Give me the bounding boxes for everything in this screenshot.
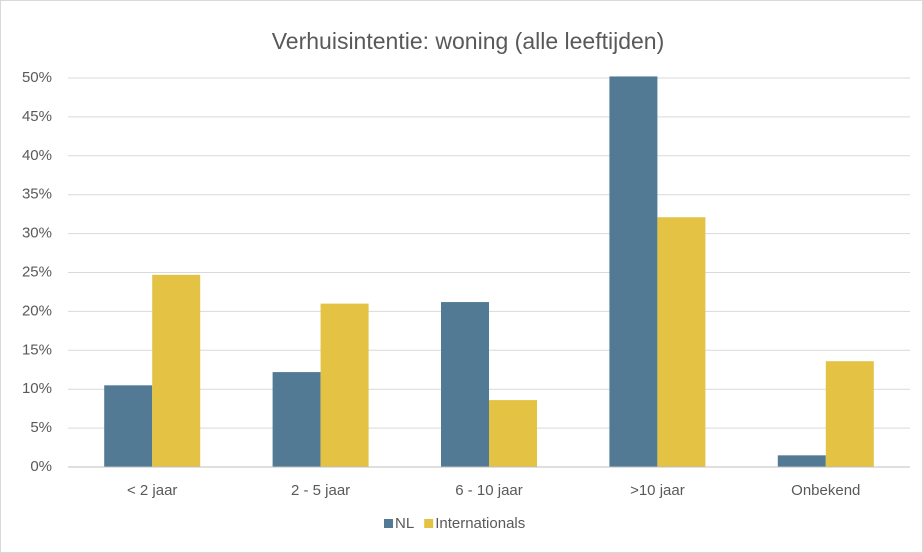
y-tick-label: 15% (22, 341, 52, 358)
legend-swatch (424, 519, 434, 528)
y-tick-label: 0% (30, 458, 52, 475)
bar (152, 274, 201, 467)
y-tick-label: 5% (30, 419, 52, 436)
legend-label: NL (395, 515, 414, 532)
y-tick-label: 20% (22, 302, 52, 319)
bar (825, 361, 874, 467)
y-tick-label: 30% (22, 225, 52, 242)
x-tick-label: >10 jaar (630, 482, 685, 499)
y-tick-label: 35% (22, 186, 52, 203)
bar (320, 303, 369, 467)
x-tick-label: 6 - 10 jaar (455, 482, 523, 499)
y-tick-label: 25% (22, 263, 52, 280)
bar (657, 217, 706, 467)
x-tick-label: Onbekend (791, 482, 860, 499)
y-tick-label: 45% (22, 108, 52, 125)
y-tick-label: 10% (22, 380, 52, 397)
x-tick-label: < 2 jaar (127, 482, 177, 499)
legend-swatch (384, 519, 393, 528)
x-tick-label: 2 - 5 jaar (291, 482, 350, 499)
bar (777, 455, 826, 467)
bar (104, 385, 153, 467)
bar (272, 372, 321, 467)
chart-title: Verhuisintentie: woning (alle leeftijden… (272, 28, 665, 54)
bar (489, 400, 537, 467)
bar (609, 76, 658, 467)
y-tick-label: 50% (22, 69, 52, 86)
legend-label: Internationals (435, 515, 525, 532)
bar (441, 302, 489, 467)
y-tick-label: 40% (22, 147, 52, 164)
